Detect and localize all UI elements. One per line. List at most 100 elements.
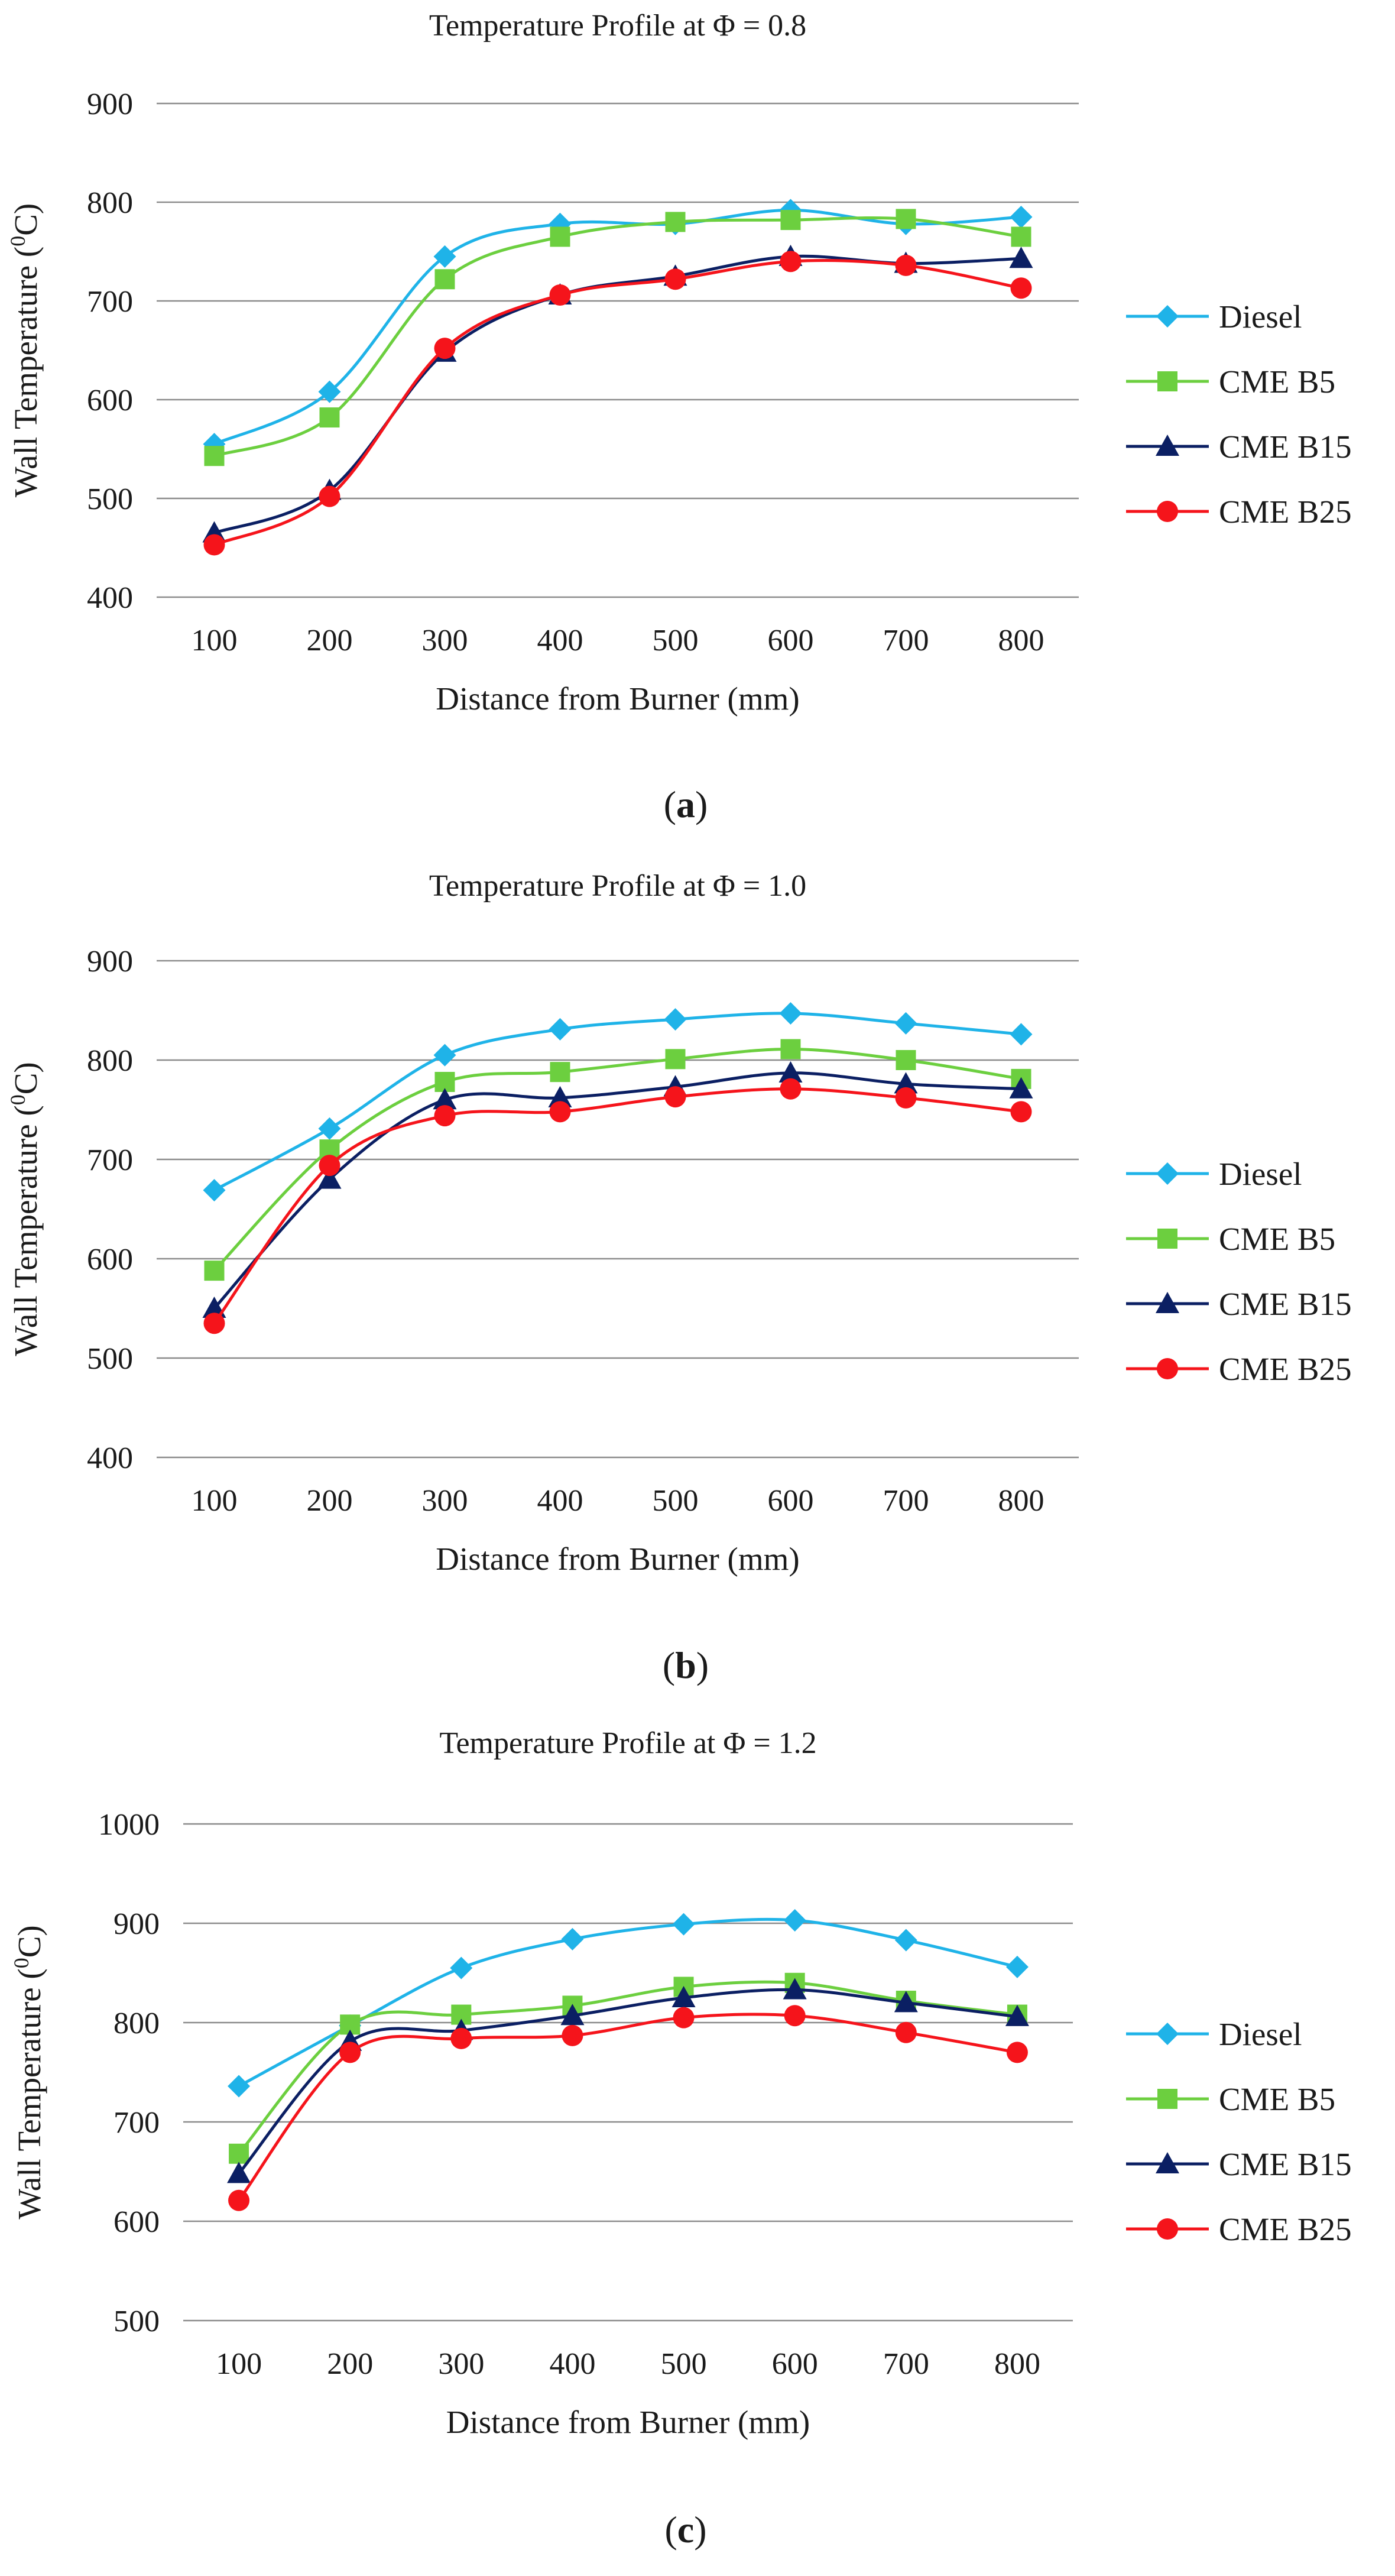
data-point [550,226,570,247]
data-point [780,1039,801,1059]
x-tick-label: 300 [422,624,468,657]
data-point [434,338,456,359]
x-axis-title: Distance from Burner (mm) [436,681,800,717]
legend: Diesel CME B5 CME B15 CME B25 [1126,2016,1352,2247]
x-tick-label: 100 [192,624,238,657]
panel-label-letter: c [677,2509,694,2551]
chart-title: Temperature Profile at Φ = 1.0 [429,869,806,903]
data-point [203,534,225,556]
chart-panel-2: Temperature Profile at Φ = 1.2 500 600 700 8… [9,1726,1352,2551]
y-tick-label: 700 [87,285,133,319]
legend-item: CME B5 [1126,1221,1335,1257]
series-diesel [203,1002,1033,1202]
data-point [227,2162,251,2183]
data-point [433,1044,456,1067]
y-axis-title-unit: C) [11,1925,47,1958]
data-point [318,1117,341,1140]
legend-marker [1157,371,1177,391]
chart-title: Temperature Profile at Φ = 0.8 [429,9,806,43]
x-tick-label: 600 [768,624,814,657]
data-point [783,1908,806,1932]
data-point [1009,1077,1033,1099]
y-tick-label: 600 [113,2205,160,2239]
y-tick-label: 400 [87,1441,133,1475]
y-tick-label: 900 [113,1907,160,1941]
data-point [780,1078,802,1100]
x-tick-label: 600 [768,1484,814,1518]
legend-marker [1156,305,1179,328]
data-point [433,245,456,268]
y-axis-title-superscript: 0 [6,1094,30,1105]
y-tick-label: 1000 [98,1808,160,1842]
data-point [319,407,340,428]
y-tick-label: 500 [87,482,133,516]
data-point [672,1913,695,1936]
legend-item: Diesel [1126,299,1302,335]
data-point [562,2024,583,2046]
series-line [213,208,1021,446]
series-cme-b5 [204,1039,1031,1281]
panel-label-close: ) [695,783,708,825]
x-tick-label: 400 [537,1484,583,1518]
y-tick-label: 400 [87,581,133,615]
series-cme-b5 [204,209,1031,466]
y-tick-label: 600 [87,384,133,417]
data-point [778,1061,803,1083]
series-line [213,259,1021,546]
y-axis-title: Wall Temperature (0C) [6,203,44,497]
chart-panel-1: Temperature Profile at Φ = 1.0 400 500 600 7… [6,869,1352,1686]
data-point [894,1012,917,1035]
y-tick-label: 800 [113,2007,160,2040]
x-tick-label: 200 [307,1484,353,1518]
legend-item: CME B25 [1126,1351,1352,1387]
legend-label: CME B15 [1219,429,1352,465]
legend-label: CME B5 [1219,2081,1335,2117]
x-tick-label: 800 [998,1484,1044,1518]
data-point [673,2007,695,2029]
y-tick-label: 900 [87,945,133,978]
data-point [664,1086,686,1108]
series-cme-b25 [203,1078,1032,1334]
data-point [1011,226,1031,247]
legend-label: CME B25 [1219,494,1352,530]
panel-label-letter: b [675,1644,696,1686]
panel-label-open: ( [664,2509,677,2551]
data-point [894,1929,917,1952]
data-point [339,2042,361,2063]
y-tick-label: 900 [87,88,133,121]
legend-label: CME B25 [1219,1351,1352,1387]
legend: Diesel CME B5 CME B15 CME B25 [1126,1156,1352,1387]
panel-label-close: ) [694,2509,706,2551]
legend-item: CME B15 [1126,429,1352,465]
data-point [204,1261,225,1281]
x-tick-label: 700 [883,624,929,657]
x-tick-label: 500 [653,1484,699,1518]
data-point [318,380,341,403]
legend-label: Diesel [1219,2016,1302,2052]
series-cme-b25 [203,251,1032,556]
legend-item: CME B15 [1126,1286,1352,1322]
panel-label-open: ( [663,1644,675,1686]
x-axis-title: Distance from Burner (mm) [436,1541,800,1577]
legend-item: CME B5 [1126,2081,1335,2117]
series-line [213,1012,1021,1192]
panel-label-close: ) [696,1644,709,1686]
data-point [779,1002,802,1025]
data-point [894,1072,918,1094]
data-point [319,1155,340,1177]
legend-item: CME B25 [1126,494,1352,530]
data-point [895,2021,917,2043]
x-axis-title: Distance from Burner (mm) [446,2404,810,2440]
data-point [1005,1955,1029,1978]
legend-item: CME B5 [1126,364,1335,400]
x-tick-label: 500 [661,2347,707,2381]
legend-marker [1157,501,1178,522]
legend-marker [1157,2218,1178,2240]
x-tick-label: 500 [653,624,699,657]
series-cme-b25 [228,2005,1028,2211]
y-axis-title: Wall Temperature (0C) [6,1062,44,1356]
y-axis-title-text: Wall Temperature ( [8,1105,44,1356]
data-point [780,251,802,273]
x-tick-label: 200 [307,624,353,657]
y-axis-title: Wall Temperature (0C) [9,1925,47,2219]
